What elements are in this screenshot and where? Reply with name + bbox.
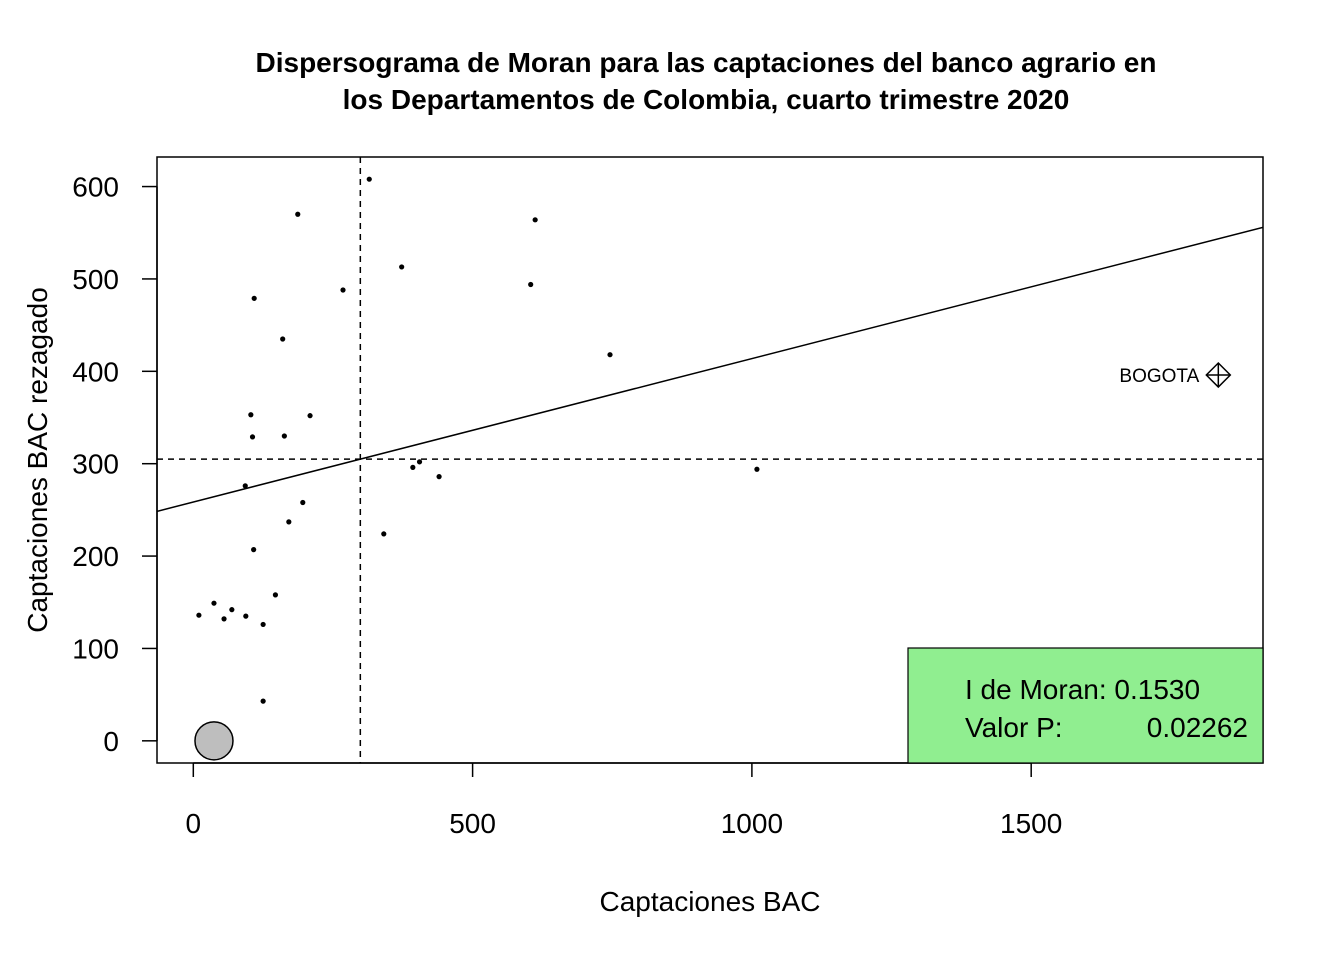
y-tick-label-6: 600: [72, 172, 119, 203]
data-point-24: [229, 607, 235, 613]
y-tick-label-4: 400: [72, 356, 119, 387]
y-tick-label-2: 200: [72, 541, 119, 572]
data-point-8: [607, 352, 613, 358]
y-tick-label-0: 0: [103, 726, 119, 757]
chart-title-line-1: Dispersograma de Moran para las captacio…: [256, 47, 1157, 78]
data-point-9: [248, 412, 254, 418]
highlight-point-circle: [194, 721, 234, 761]
x-axis-label: Captaciones BAC: [599, 886, 820, 917]
data-point-28: [260, 621, 266, 628]
influential-point-label-0: BOGOTA: [1119, 366, 1199, 387]
data-point-25: [196, 612, 202, 618]
data-point-19: [286, 519, 292, 525]
data-point-6: [251, 295, 257, 301]
regression-line: [157, 226, 1263, 513]
data-point-1: [295, 211, 301, 217]
legend-p-label: Valor P:: [965, 712, 1063, 743]
data-point-2: [532, 217, 538, 223]
data-point-16: [436, 474, 442, 480]
data-point-5: [340, 287, 346, 293]
data-point-22: [272, 592, 279, 598]
x-tick-label-1: 500: [449, 808, 496, 839]
x-axis: 0 500 1000 1500: [186, 762, 1062, 839]
y-axis: 0 100 200 300 400 500 600: [72, 172, 158, 757]
data-point-0: [366, 176, 372, 182]
legend-p-value: 0.02262: [1147, 712, 1248, 743]
data-point-21: [251, 547, 257, 553]
data-point-4: [528, 281, 534, 288]
data-point-14: [410, 464, 416, 470]
plot-area: BOGOTA: [157, 157, 1263, 763]
plot-content: BOGOTA: [157, 157, 1263, 763]
data-point-3: [399, 264, 405, 270]
x-tick-label-2: 1000: [721, 808, 783, 839]
chart-title-line-2: los Departamentos de Colombia, cuarto tr…: [343, 84, 1070, 115]
data-point-10: [307, 413, 313, 419]
y-axis-label: Captaciones BAC rezagado: [22, 287, 53, 633]
data-point-20: [381, 531, 387, 537]
x-tick-label-3: 1500: [1000, 808, 1062, 839]
data-point-26: [243, 613, 249, 619]
legend-background: [907, 647, 1264, 764]
y-tick-label-1: 100: [72, 633, 119, 664]
data-point-18: [300, 499, 306, 506]
y-tick-label-5: 500: [72, 264, 119, 295]
x-tick-label-0: 0: [186, 808, 202, 839]
legend-box: I de Moran: 0.1530 Valor P: 0.02262: [907, 647, 1264, 764]
legend-moran-i: I de Moran: 0.1530: [965, 674, 1200, 705]
data-point-17: [242, 483, 248, 489]
data-point-29: [260, 698, 266, 704]
data-point-13: [416, 459, 423, 465]
data-point-27: [221, 616, 227, 622]
data-point-11: [249, 434, 256, 440]
y-tick-label-3: 300: [72, 449, 119, 480]
data-point-23: [211, 600, 217, 606]
data-point-12: [281, 433, 287, 439]
data-point-7: [280, 336, 286, 342]
data-point-15: [754, 466, 760, 472]
